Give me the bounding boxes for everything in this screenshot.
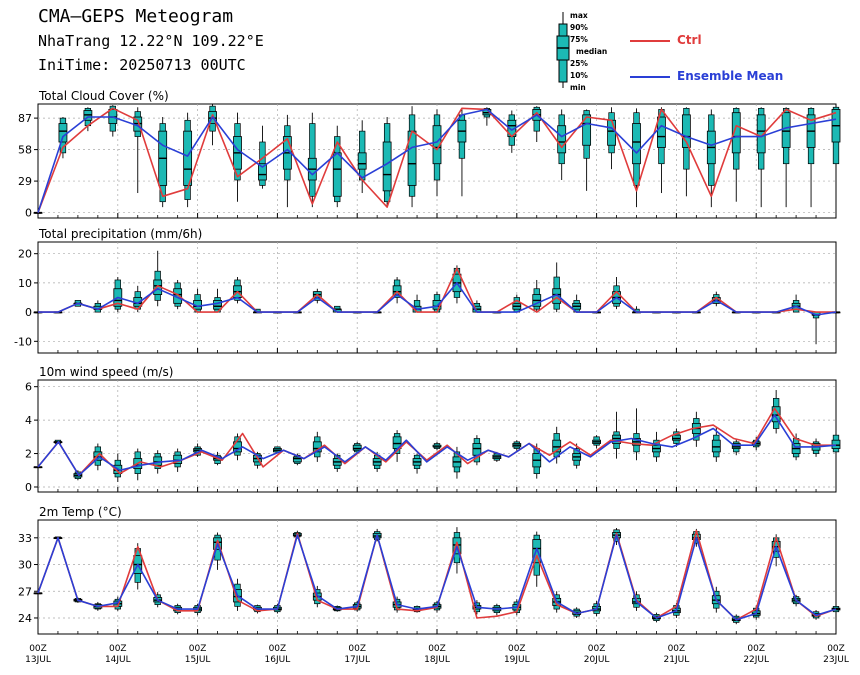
legend-mean-label: Ensemble Mean [677,69,784,83]
cloud-mean-line [37,108,837,213]
boxplot-legend: max 90% 75% median 25% 10% min [556,8,626,94]
legend-median-label: median [576,47,608,56]
location-label: NhaTrang 12.22°N 109.22°E [38,32,264,50]
temp-box-inner [452,537,462,555]
precip-box-inner [213,300,222,310]
cloud-box-inner [58,123,68,143]
x-tick-date-label: 23JUL [823,655,849,665]
x-tick-hour-label: 00Z [508,644,526,654]
cloud-box-inner [657,116,666,148]
wind-panel-title: 10m wind speed (m/s) [39,365,173,379]
x-tick-hour-label: 00Z [29,644,47,654]
x-tick-hour-label: 00Z [827,644,845,654]
temp-panel-title: 2m Temp (°C) [39,505,122,519]
legend-p90-label: 90% [570,23,588,32]
wind-box-inner [831,439,841,449]
precip-ytick-label: 0 [25,306,32,319]
x-tick-date-label: 17JUL [344,655,370,665]
x-tick-hour-label: 00Z [588,644,606,654]
cloud-box-inner [357,152,367,170]
wind-ytick-label: 6 [25,381,32,394]
cloud-box-inner [258,163,267,181]
cloud-box-inner [632,123,641,165]
precip-ytick-label: 20 [18,248,32,261]
init-time-label: IniTime: 20250713 00UTC [38,56,246,74]
x-tick-date-label: 22JUL [743,655,769,665]
wind-ctrl-line [37,407,836,477]
cloud-box-inner [557,125,567,154]
wind-ytick-label: 4 [25,414,32,427]
wind-box-inner [711,439,721,453]
wind-box-inner [771,406,781,423]
wind-box-inner [612,434,621,444]
cloud-box-inner [183,130,193,186]
temp-ctrl-line [37,529,837,621]
legend-p10-label: 10% [570,71,588,80]
x-tick-date-label: 15JUL [185,655,211,665]
cloud-ctrl-line [37,107,837,213]
x-tick-hour-label: 00Z [668,644,686,654]
temp-ytick-label: 33 [18,532,32,545]
cloud-box-inner [432,125,442,165]
legend-ctrl-label: Ctrl [677,33,702,47]
cloud-box-inner [332,152,342,197]
wind-box-inner [731,443,741,449]
precip-ytick-label: 10 [18,277,32,290]
cloud-box-inner [582,114,592,146]
temp-ytick-label: 27 [18,585,32,598]
wind-ytick-label: 2 [25,448,32,461]
precip-ctrl-line [38,267,836,313]
temp-ytick-label: 24 [18,612,32,625]
cloud-box-inner [756,114,766,154]
chart-title: CMA–GEPS Meteogram [38,6,234,27]
x-tick-hour-label: 00Z [747,644,765,654]
x-tick-hour-label: 00Z [269,644,287,654]
cloud-box-inner [731,112,741,154]
wind-box-inner [672,434,681,441]
legend-mean-line [630,76,670,78]
x-tick-date-label: 20JUL [584,655,610,665]
temp-box-inner [532,539,542,564]
x-tick-date-label: 13JUL [25,655,51,665]
x-tick-hour-label: 00Z [189,644,207,654]
legend-p25-label: 25% [570,59,588,68]
cloud-box-inner [607,119,616,146]
wind-ytick-label: 0 [25,481,32,494]
cloud-ytick-label: 29 [18,175,32,188]
x-tick-hour-label: 00Z [109,644,127,654]
cloud-box-inner [781,112,791,148]
cloud-box-inner [382,141,392,192]
legend-ctrl-line [630,40,670,42]
x-tick-date-label: 16JUL [265,655,291,665]
meteogram-header: CMA–GEPS Meteogram NhaTrang 12.22°N 109.… [0,0,860,100]
temp-ytick-label: 30 [18,559,32,572]
boxplot-legend-glyph [556,12,570,88]
cloud-ytick-label: 0 [25,207,32,220]
x-tick-hour-label: 00Z [348,644,366,654]
cloud-panel-title: Total Cloud Cover (%) [38,89,169,103]
temp-mean-line [37,534,837,621]
x-tick-date-label: 21JUL [664,655,690,665]
precip-mean-line [38,282,837,316]
precip-panel-title: Total precipitation (mm/6h) [38,227,202,241]
x-tick-date-label: 18JUL [424,655,450,665]
legend-min-label: min [570,83,586,92]
cloud-ytick-label: 87 [18,112,32,125]
x-tick-date-label: 14JUL [105,655,131,665]
wind-mean-line [37,414,837,477]
legend-max-label: max [570,11,588,20]
wind-box-inner [552,439,562,453]
x-tick-date-label: 19JUL [504,655,530,665]
precip-box-inner [392,285,402,295]
wind-box-inner [153,456,163,466]
x-tick-hour-label: 00Z [428,644,446,654]
wind-box-inner [292,456,302,463]
precip-ytick-label: -10 [14,335,32,348]
wind-box-inner [352,444,362,451]
cloud-box-inner [681,114,691,148]
legend-p75-label: 75% [570,35,588,44]
cloud-ytick-label: 58 [18,144,32,157]
